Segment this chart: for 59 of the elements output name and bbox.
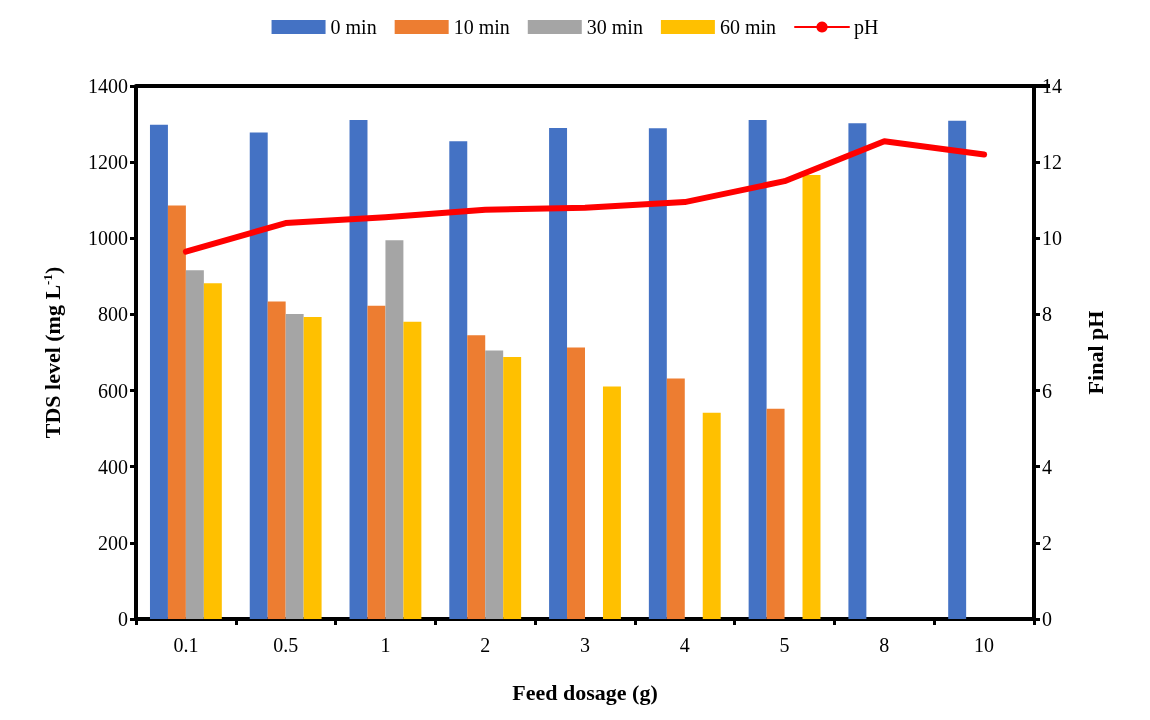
bar [848,123,867,619]
bar [503,357,522,619]
bar [167,205,186,619]
x-tick-label: 4 [679,634,690,656]
bar [285,314,304,619]
y2-tick-label: 2 [1042,531,1052,554]
bar [748,119,767,619]
bar [267,301,286,619]
bar [403,321,422,619]
x-tick-label: 8 [879,634,890,656]
y2-tick-label: 10 [1042,227,1062,250]
y-tick-label: 1400 [88,75,128,97]
y-tick-label: 1000 [88,227,128,250]
legend-label: pH [854,16,879,39]
bar [249,132,268,619]
y-tick-label: 200 [98,531,128,554]
x-tick-label: 2 [480,634,491,656]
y-tick-label: 0 [118,608,128,630]
legend-label: 30 min [586,16,643,38]
y2-tick-label: 6 [1042,379,1052,402]
x-tick-label: 5 [779,634,790,656]
x-tick-label: 0.5 [273,634,299,656]
legend-label: 0 min [330,16,377,38]
bar [385,240,404,619]
bar [948,120,967,619]
bar [367,305,386,619]
bar [203,283,222,619]
bar [648,128,667,619]
y2-axis-title: Final pH [1082,310,1108,395]
bar [549,127,568,619]
y2-tick-label: 0 [1042,608,1052,630]
x-tick-label: 0.1 [173,634,199,656]
x-tick-label: 1 [380,634,391,656]
bar [467,335,486,619]
y2-tick-label: 4 [1042,455,1052,478]
x-axis-title: Feed dosage (g) [512,679,658,705]
bar [149,124,168,619]
y-tick-label: 600 [98,379,128,402]
legend-label: 60 min [719,16,777,38]
y2-tick-label: 8 [1042,303,1052,326]
bar [766,408,785,619]
bar [666,378,685,619]
y-tick-label: 1200 [88,151,128,174]
bar [449,141,468,619]
y-tick-label: 800 [98,303,128,326]
bar [602,386,621,619]
y-axis-title: TDS level (mg L-1) [40,266,65,439]
bar [303,317,322,619]
bar [802,175,821,619]
x-tick-label: 10 [974,634,995,656]
bar [567,347,585,619]
y-tick-label: 400 [98,455,128,478]
bar [185,270,204,619]
x-tick-label: 3 [580,634,590,656]
y2-tick-label: 12 [1042,151,1062,174]
bar [485,350,504,619]
bar [702,412,721,619]
legend-label: 10 min [453,16,510,38]
bar [349,119,368,619]
